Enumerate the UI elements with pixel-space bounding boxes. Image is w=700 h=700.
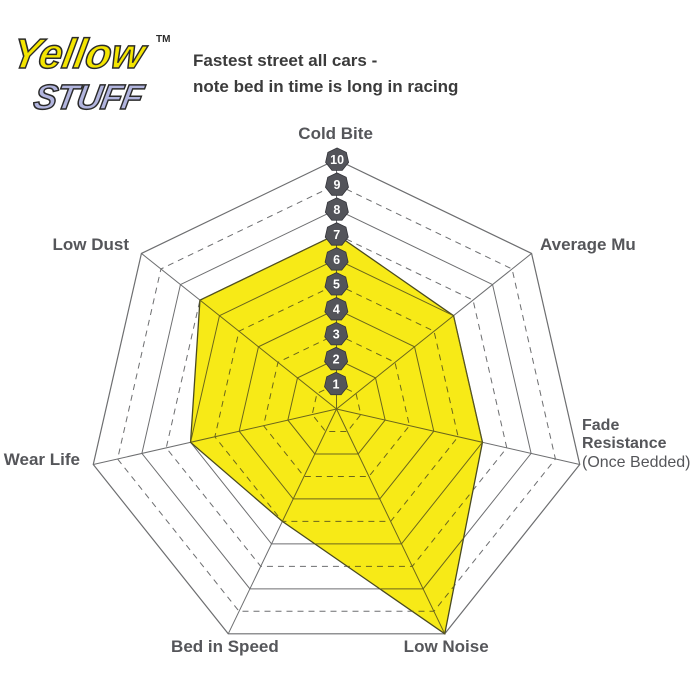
- svg-text:3: 3: [333, 328, 340, 342]
- svg-text:7: 7: [333, 228, 340, 242]
- svg-text:8: 8: [333, 203, 340, 217]
- svg-text:4: 4: [333, 303, 340, 317]
- svg-text:9: 9: [334, 178, 341, 192]
- svg-text:6: 6: [333, 253, 340, 267]
- svg-text:2: 2: [333, 352, 340, 366]
- svg-text:10: 10: [330, 153, 344, 167]
- svg-text:5: 5: [333, 278, 340, 292]
- svg-text:1: 1: [333, 377, 340, 391]
